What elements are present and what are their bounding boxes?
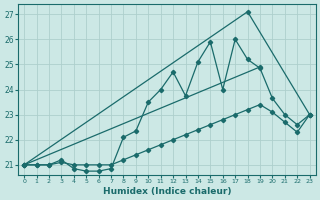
- X-axis label: Humidex (Indice chaleur): Humidex (Indice chaleur): [103, 187, 231, 196]
